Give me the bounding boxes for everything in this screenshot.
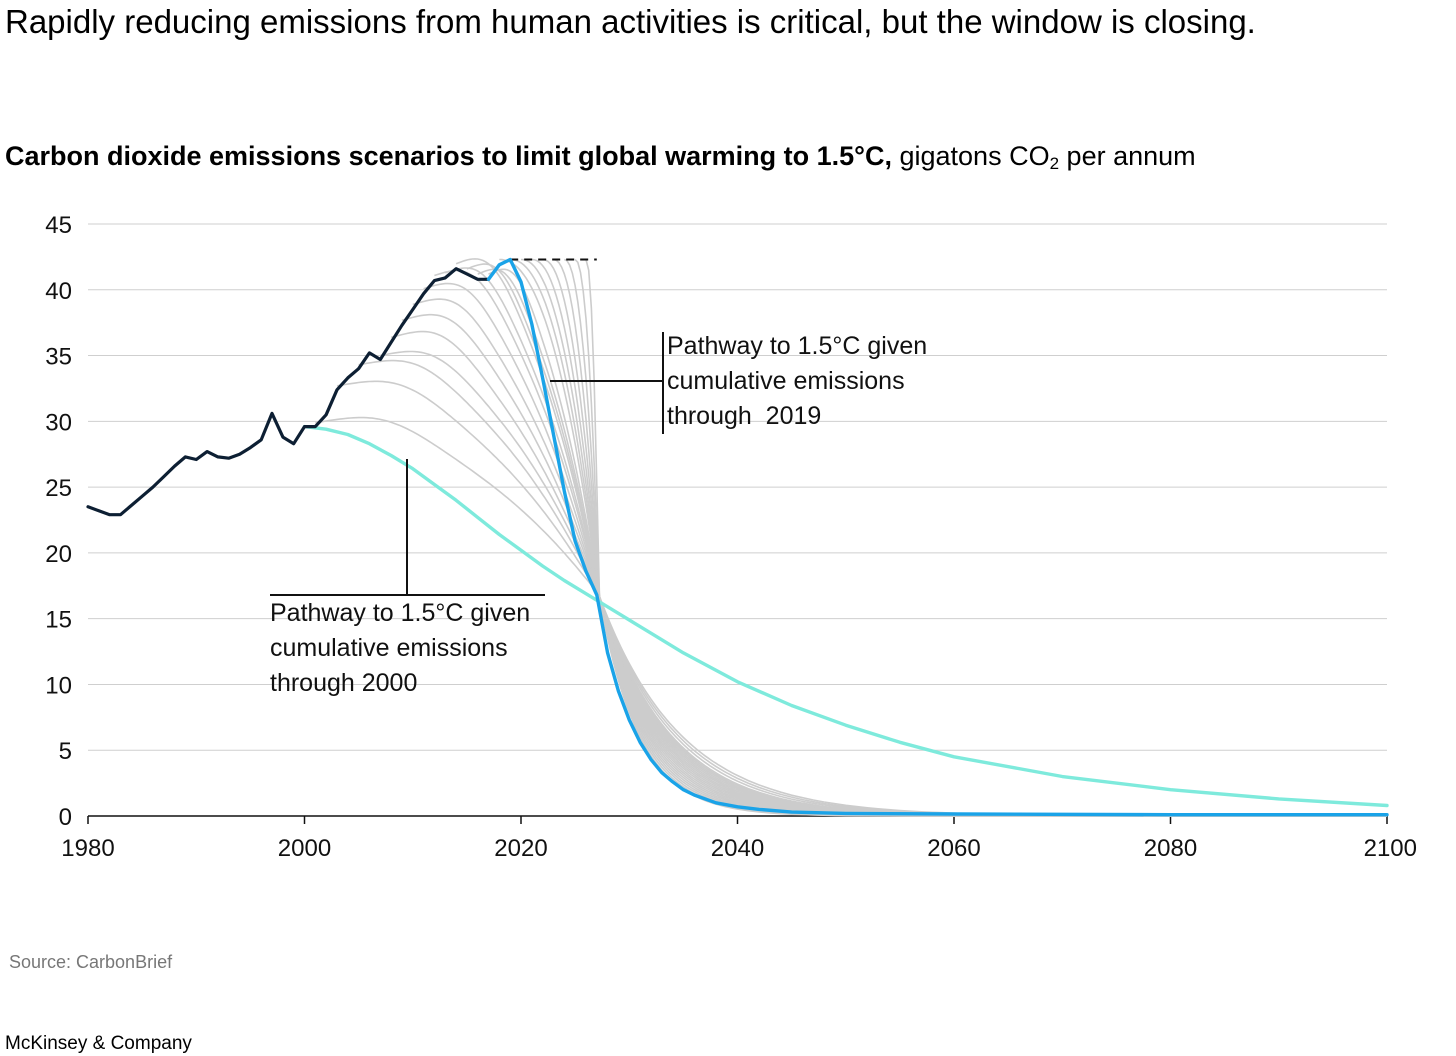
series-lines [86,257,1389,817]
annotation-2000-line-2: cumulative emissions [270,634,508,662]
y-tick-label: 20 [45,541,72,568]
series-line-pathway_2000 [302,424,1389,808]
scenario-curve-2016 [477,268,1387,817]
scenario-curve-2018 [499,258,1387,817]
y-tick-label: 35 [45,344,72,371]
y-tick-label: 25 [45,475,72,502]
annotation-pathway-2000: Pathway to 1.5°C given cumulative emissi… [270,459,545,697]
x-tick-label: 2060 [927,835,980,862]
series-line-historical [86,267,491,517]
y-tick-label: 40 [45,278,72,305]
x-tick-label: 2040 [711,835,764,862]
annotation-2000-line-3: through 2000 [270,669,417,697]
subtitle-bold: Carbon dioxide emissions scenarios to li… [5,141,892,171]
x-axis-ticks: 1980 2000 2020 2040 2060 2080 2100 [61,816,1417,862]
y-tick-label: 15 [45,607,72,634]
series-line-pathway_2019 [486,257,1389,817]
y-tick-label: 5 [59,738,72,765]
emissions-chart: 0 5 10 15 20 25 30 35 40 45 1980 2000 2020 2040 2060 2… [45,212,1417,862]
x-tick-label: 2000 [278,835,331,862]
x-tick-label: 1980 [61,835,114,862]
scenario-curve-2017 [488,268,1387,817]
y-axis-ticks: 0 5 10 15 20 25 30 35 40 45 [45,212,72,831]
subtitle-unit-suffix: per annum [1059,141,1196,171]
scenario-curve-2005 [358,359,1387,817]
y-tick-label: 30 [45,409,72,436]
brand-logo-text: McKinsey & Company [5,1033,192,1054]
x-tick-label: 2020 [494,835,547,862]
source-note: Source: CarbonBrief [9,952,173,972]
scenario-curve-2008 [390,330,1387,817]
annotation-2019-line-3: through 2019 [667,402,821,430]
annotation-2019-line-2: cumulative emissions [667,367,905,395]
y-tick-label: 10 [45,672,72,699]
chart-title: Rapidly reducing emissions from human ac… [5,3,1256,40]
y-tick-label: 0 [59,804,72,831]
annotation-pathway-2019: Pathway to 1.5°C given cumulative emissi… [550,332,927,434]
chart-subtitle: Carbon dioxide emissions scenarios to li… [5,138,1196,182]
subtitle-unit-subscript: 2 [1049,154,1060,173]
x-tick-label: 2100 [1364,835,1417,862]
subtitle-unit: gigatons CO [891,141,1050,171]
gridlines [88,223,1387,817]
x-tick-label: 2080 [1144,835,1197,862]
y-tick-label: 45 [45,212,72,239]
annotation-2019-line-1: Pathway to 1.5°C given [667,332,927,360]
annotation-2000-line-1: Pathway to 1.5°C given [270,599,530,627]
scenario-curve-2011 [423,282,1387,817]
